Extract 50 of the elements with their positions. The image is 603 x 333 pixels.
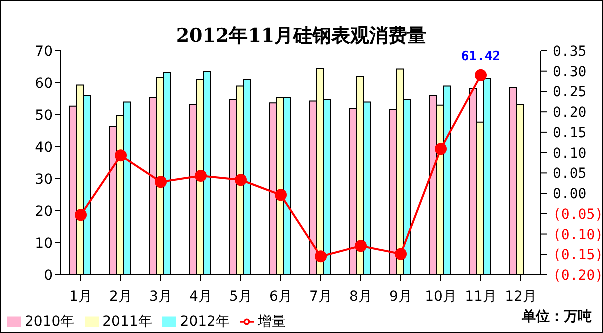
point bbox=[195, 170, 207, 182]
y-tick-label: 0 bbox=[44, 268, 53, 284]
x-tick-label: 6月 bbox=[270, 288, 292, 305]
x-tick-label: 7月 bbox=[310, 288, 332, 305]
point bbox=[395, 248, 407, 260]
y-tick-label: 10 bbox=[35, 236, 53, 252]
legend-label: 2012年 bbox=[180, 314, 230, 330]
x-tick-label: 4月 bbox=[190, 288, 212, 305]
point bbox=[355, 240, 367, 252]
point bbox=[435, 143, 447, 156]
y2-tick-label: (0.10) bbox=[553, 227, 603, 244]
x-tick-label: 5月 bbox=[230, 288, 252, 305]
x-tick-label: 2月 bbox=[110, 288, 132, 305]
point bbox=[275, 189, 287, 202]
y-tick-label: 70 bbox=[35, 44, 53, 60]
y2-tick-label: 0.35 bbox=[553, 44, 587, 60]
y2-tick-label: 0.10 bbox=[553, 146, 587, 162]
x-tick-label: 1月 bbox=[70, 288, 92, 305]
y-tick-label: 30 bbox=[35, 172, 53, 188]
point bbox=[115, 150, 127, 162]
y-tick-label: 20 bbox=[35, 204, 53, 220]
legend-label: 增量 bbox=[258, 314, 286, 330]
y2-tick-label: 0.00 bbox=[553, 186, 587, 203]
point bbox=[315, 250, 327, 263]
y2-tick-label: 0.05 bbox=[553, 166, 587, 182]
x-tick-label: 10月 bbox=[425, 288, 457, 305]
x-tick-label: 8月 bbox=[350, 288, 372, 305]
y2-tick-label: (0.20) bbox=[553, 268, 603, 284]
legend-label: 2010年 bbox=[25, 314, 75, 330]
x-tick-label: 12月 bbox=[505, 288, 537, 305]
chart-title: 2012年11月硅钢表观消费量 bbox=[176, 25, 427, 47]
x-tick-label: 3月 bbox=[150, 288, 172, 305]
point bbox=[75, 209, 87, 222]
y2-tick-label: (0.15) bbox=[553, 248, 603, 264]
y2-tick-label: 0.15 bbox=[553, 125, 587, 142]
x-tick-label: 11月 bbox=[465, 288, 497, 305]
y-tick-label: 60 bbox=[35, 76, 53, 92]
y2-tick-label: (0.05) bbox=[553, 206, 603, 223]
y-tick-label: 40 bbox=[35, 140, 53, 156]
text: 单位：万吨 bbox=[522, 308, 592, 326]
annotation: 61.42 bbox=[461, 49, 501, 64]
y-tick-label: 50 bbox=[35, 108, 53, 124]
y2-tick-label: 0.20 bbox=[553, 105, 587, 122]
y2-tick-label: 0.25 bbox=[553, 84, 587, 101]
point bbox=[155, 176, 167, 188]
point bbox=[475, 69, 487, 82]
point bbox=[235, 174, 247, 186]
legend-label: 2011年 bbox=[102, 314, 152, 330]
x-tick-label: 9月 bbox=[390, 288, 412, 305]
y2-tick-label: 0.30 bbox=[553, 64, 587, 80]
